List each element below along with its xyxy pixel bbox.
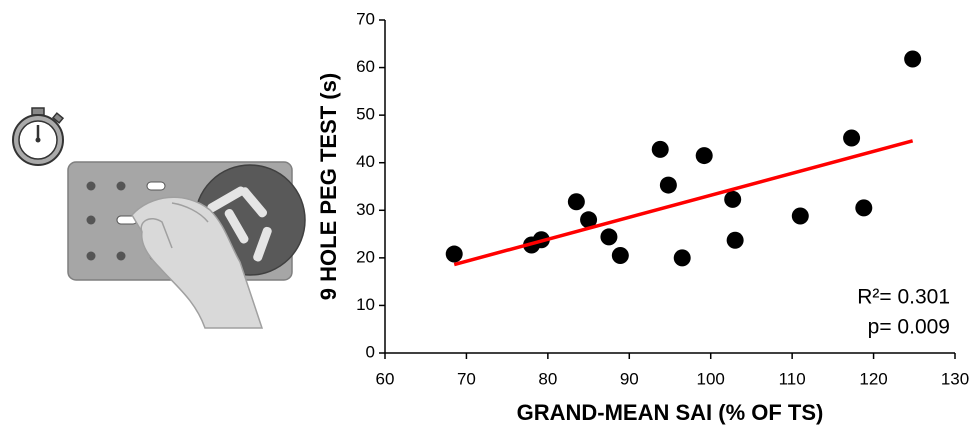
x-tick-label: 90 (620, 369, 639, 388)
y-tick-label: 20 (356, 247, 375, 266)
y-tick-label: 10 (356, 295, 375, 314)
trend-line (453, 139, 914, 267)
x-tick-label: 100 (697, 369, 725, 388)
data-point (904, 50, 922, 68)
x-tick-label: 130 (941, 369, 969, 388)
data-point (855, 199, 873, 217)
data-point (659, 176, 677, 194)
data-point (567, 193, 585, 211)
y-tick-label: 60 (356, 57, 375, 76)
data-point (673, 249, 691, 267)
x-tick-label: 80 (538, 369, 557, 388)
data-point (724, 190, 742, 208)
data-point (726, 231, 744, 249)
x-tick-label: 60 (376, 369, 395, 388)
data-point (651, 140, 669, 158)
x-axis-title: GRAND-MEAN SAI (% OF TS) (517, 400, 824, 425)
data-point (611, 246, 629, 264)
y-axis-title: 9 HOLE PEG TEST (s) (316, 73, 341, 300)
y-tick-label: 50 (356, 105, 375, 124)
data-point (695, 147, 713, 165)
x-tick-label: 110 (779, 369, 806, 388)
data-point (580, 211, 598, 229)
x-tick-label: 70 (457, 369, 476, 388)
y-tick-label: 0 (366, 342, 375, 361)
y-tick-label: 70 (356, 9, 375, 28)
y-tick-label: 30 (356, 200, 375, 219)
data-point (445, 245, 463, 263)
x-tick-label: 120 (859, 369, 887, 388)
stopwatch-icon (12, 107, 65, 166)
data-point (791, 207, 809, 225)
data-point (600, 228, 618, 246)
data-point (843, 129, 861, 147)
annotation: R²= 0.301 (857, 286, 950, 309)
annotation: p= 0.009 (868, 316, 950, 339)
y-tick-label: 40 (356, 152, 375, 171)
pegboard-illustration (67, 161, 306, 329)
